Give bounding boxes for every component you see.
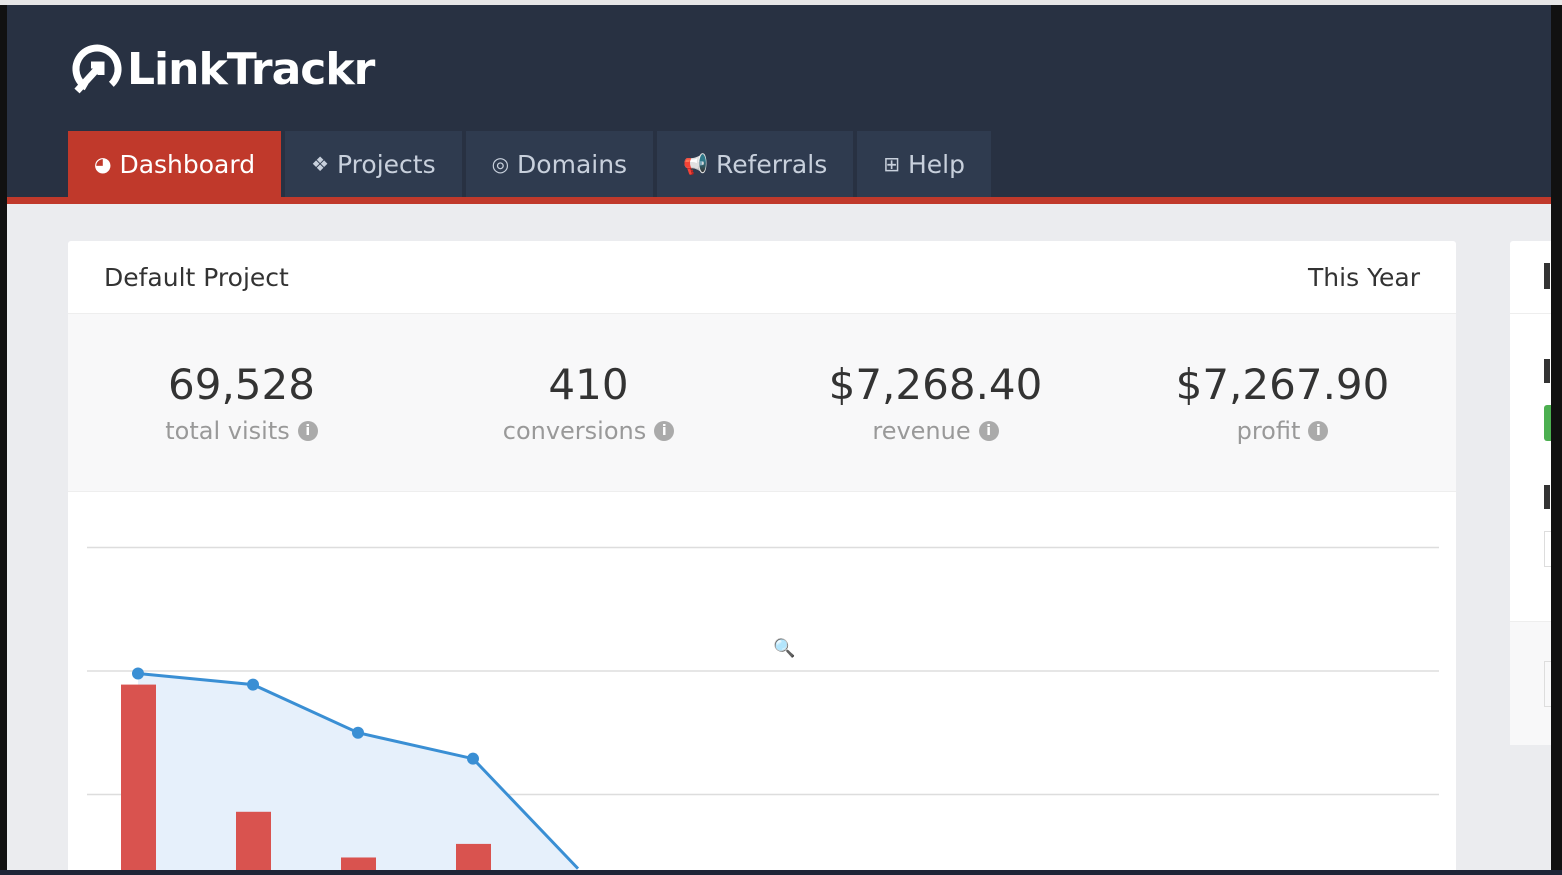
data-point: [132, 667, 144, 680]
project-card: Default Project This Year 69,528 total vi…: [68, 241, 1456, 870]
side-label: [1544, 359, 1550, 383]
info-icon[interactable]: i: [297, 421, 318, 441]
info-icon[interactable]: i: [978, 421, 999, 441]
period-selector[interactable]: This Year: [1308, 262, 1420, 292]
app: LinkTrackr ◕ Dashboard ❖ Projects ◎ Domains…: [7, 5, 1551, 870]
tab-label: Domains: [517, 149, 628, 179]
side-heading: [1544, 263, 1550, 289]
tab-label: Projects: [337, 149, 436, 179]
tab-projects[interactable]: ❖ Projects: [285, 131, 462, 197]
stat-label: profit: [1236, 417, 1301, 445]
info-icon[interactable]: i: [654, 421, 675, 441]
data-point: [352, 726, 364, 739]
project-name: Default Project: [104, 262, 289, 292]
stat-conversions: 410 conversions i: [415, 314, 762, 491]
stat-profit: $7,267.90 profit i: [1109, 314, 1456, 491]
window-top-edge: [0, 0, 1562, 5]
bar: [341, 857, 376, 870]
nav-underline: [7, 197, 1551, 204]
logo-text: LinkTrackr: [127, 43, 375, 95]
stat-value: 410: [548, 360, 629, 409]
logo-icon: [72, 44, 122, 94]
stat-total-visits: 69,528 total visits i: [68, 314, 415, 491]
stats-row: 69,528 total visits i 410 conversions i $7,2…: [68, 314, 1456, 492]
side-button[interactable]: [1544, 661, 1551, 707]
visits-chart: [87, 546, 1439, 870]
bullhorn-icon: 📢: [683, 152, 708, 176]
stat-label: revenue: [872, 417, 971, 445]
stat-label: total visits: [165, 417, 290, 445]
medkit-icon: ⊞: [883, 152, 900, 176]
tab-referrals[interactable]: 📢 Referrals: [657, 131, 854, 197]
bar: [456, 843, 491, 870]
data-point: [467, 752, 479, 765]
bar: [121, 684, 156, 870]
logo[interactable]: LinkTrackr: [69, 41, 375, 97]
stat-value: 69,528: [168, 360, 315, 409]
stat-revenue: $7,268.40 revenue i: [762, 314, 1109, 491]
stat-value: $7,268.40: [828, 360, 1043, 409]
tab-label: Help: [907, 149, 965, 179]
compass-icon: ◎: [491, 152, 510, 176]
info-icon[interactable]: i: [1308, 421, 1329, 441]
tab-domains[interactable]: ◎ Domains: [465, 131, 654, 197]
bar: [236, 811, 271, 870]
side-green-button[interactable]: [1544, 405, 1551, 441]
area-fill: [138, 673, 578, 870]
card-header: Default Project This Year: [68, 241, 1456, 314]
taskbar-edge: [0, 870, 1562, 875]
cubes-icon: ❖: [311, 152, 330, 176]
data-point: [247, 678, 259, 691]
tab-label: Referrals: [716, 149, 828, 179]
side-input[interactable]: [1544, 531, 1551, 567]
dashboard-icon: ◕: [94, 152, 112, 176]
tab-dashboard[interactable]: ◕ Dashboard: [68, 131, 282, 197]
tab-label: Dashboard: [119, 149, 256, 179]
zoom-cursor-icon: 🔍: [773, 638, 796, 659]
main-nav: ◕ Dashboard ❖ Projects ◎ Domains 📢 Referrals…: [68, 131, 991, 197]
stat-value: $7,267.90: [1175, 360, 1390, 409]
header: LinkTrackr ◕ Dashboard ❖ Projects ◎ Domains…: [7, 5, 1551, 197]
side-panel: [1510, 241, 1551, 745]
tab-help[interactable]: ⊞ Help: [857, 131, 991, 197]
side-label: [1544, 485, 1550, 509]
stat-label: conversions: [502, 417, 647, 445]
